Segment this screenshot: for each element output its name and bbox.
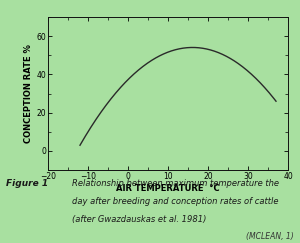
X-axis label: AIR TEMPERATURE  °C: AIR TEMPERATURE °C	[116, 184, 220, 193]
Y-axis label: CONCEPTION RATE %: CONCEPTION RATE %	[24, 44, 33, 143]
Text: (after Gwazdauskas et al. 1981): (after Gwazdauskas et al. 1981)	[72, 215, 206, 224]
Text: (MCLEAN, 1): (MCLEAN, 1)	[246, 232, 294, 241]
Text: Figure 1: Figure 1	[6, 179, 48, 188]
Text: Relationship between maximum temperature the: Relationship between maximum temperature…	[72, 179, 279, 188]
Text: day after breeding and conception rates of cattle: day after breeding and conception rates …	[72, 197, 278, 206]
